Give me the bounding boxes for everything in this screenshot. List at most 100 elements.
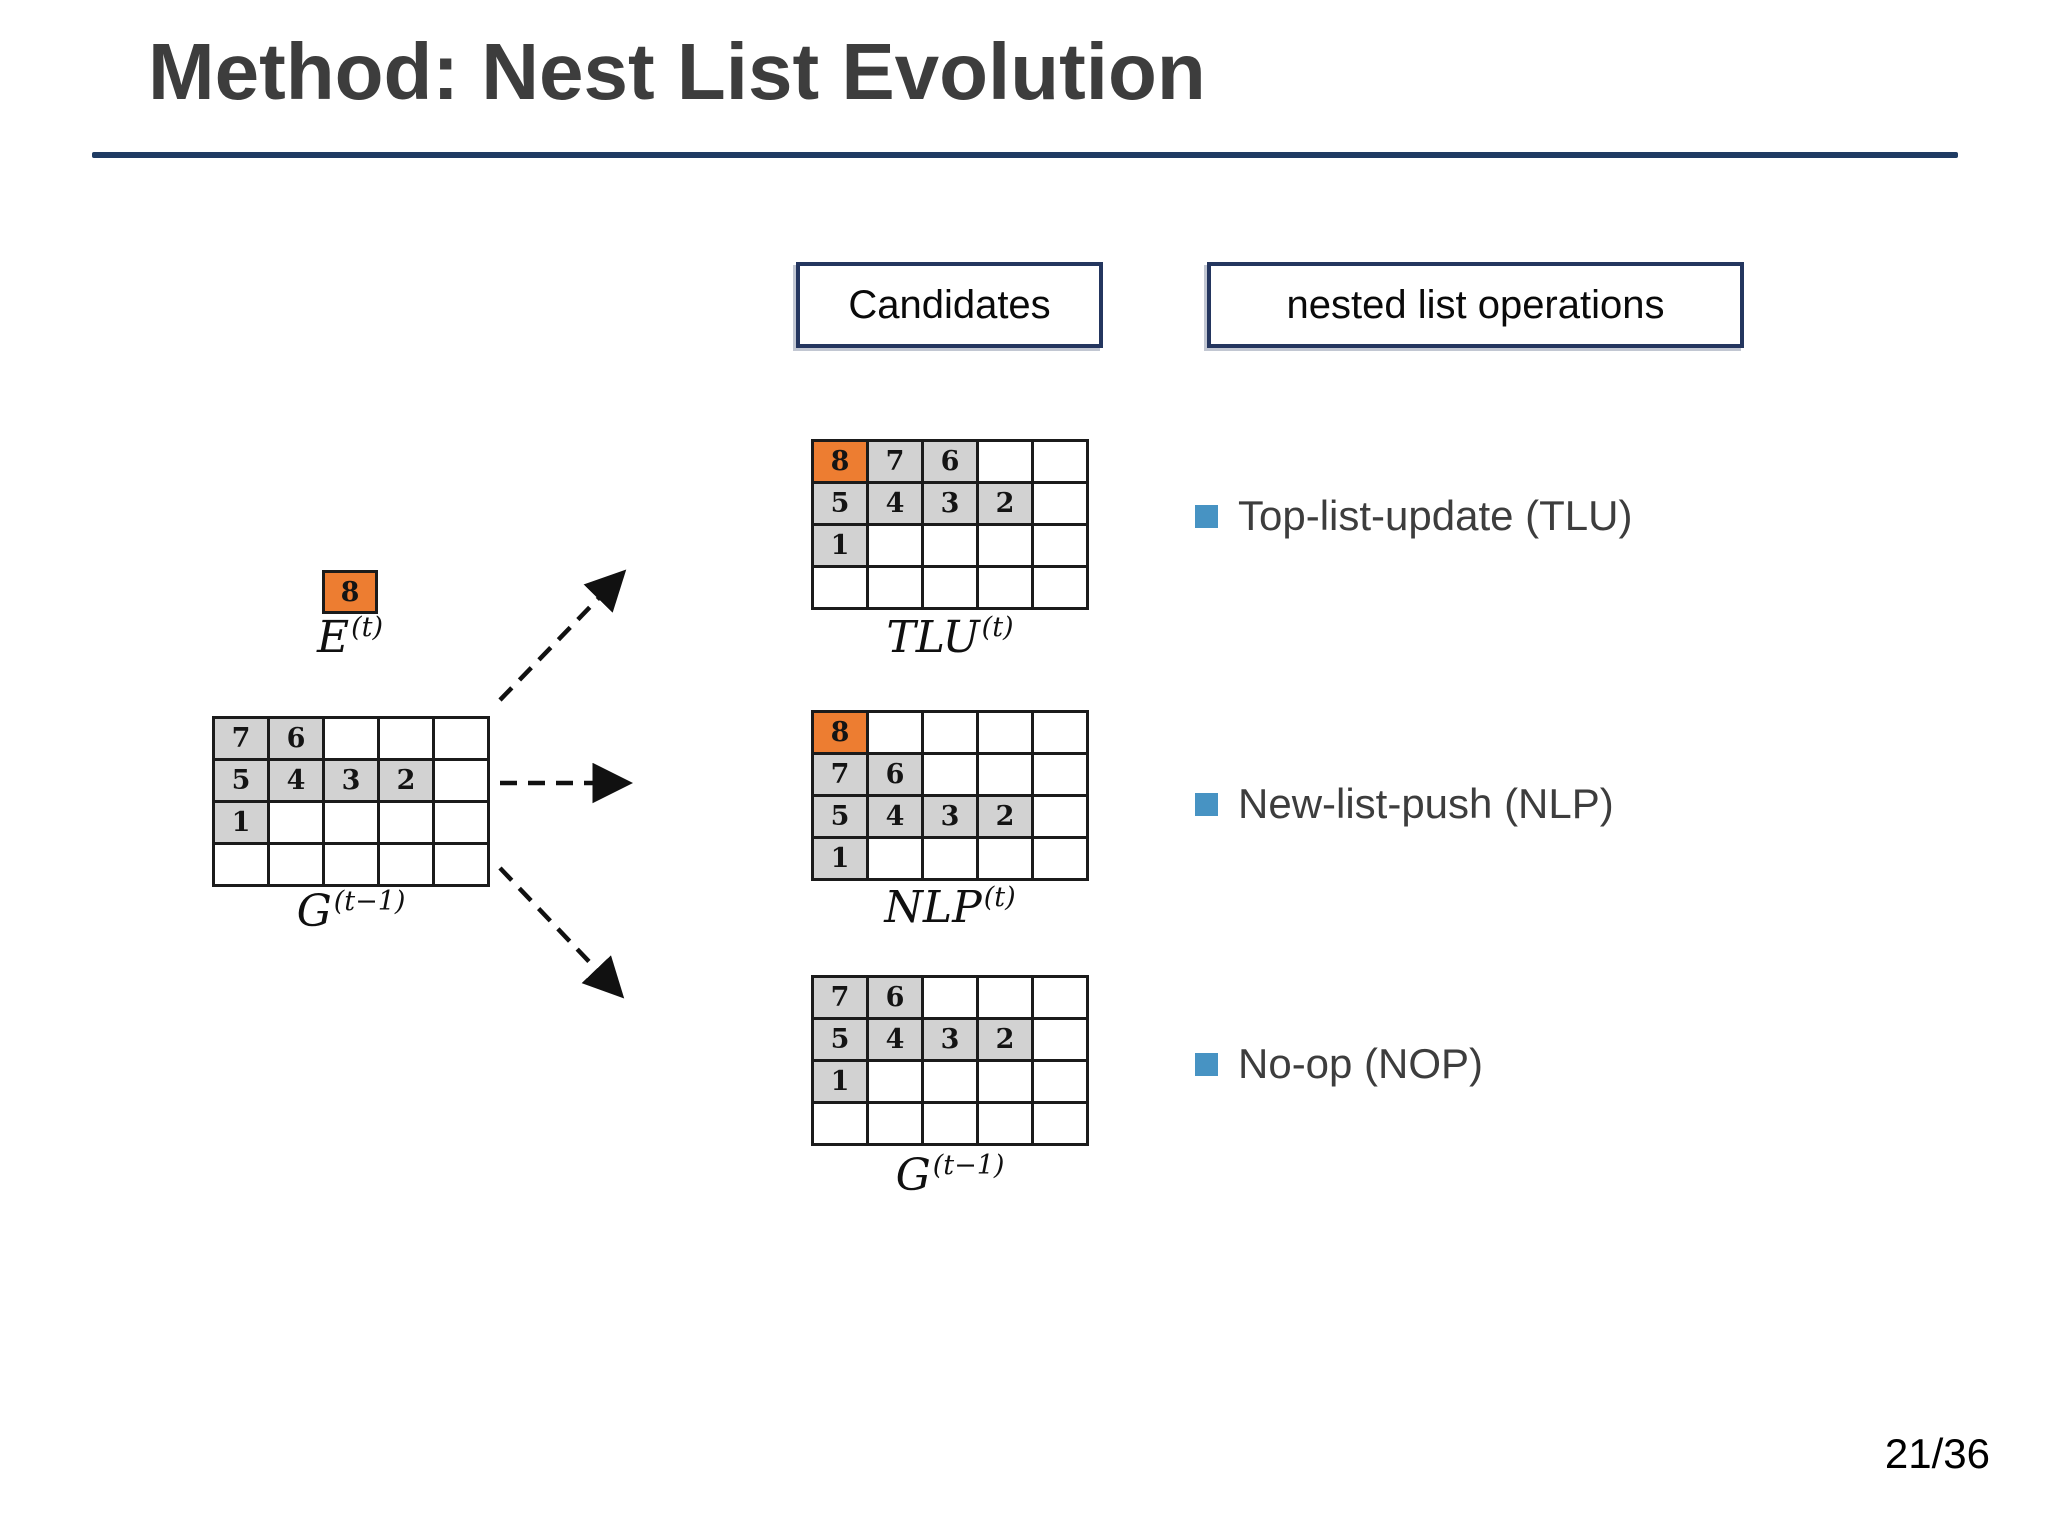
grid-cell bbox=[869, 568, 921, 607]
grid-cell bbox=[1034, 839, 1086, 878]
grid-cell: 3 bbox=[924, 484, 976, 523]
grid-cell bbox=[1034, 713, 1086, 752]
grid-cell: 7 bbox=[814, 978, 866, 1017]
grid-cell bbox=[814, 1104, 866, 1143]
grid-cell bbox=[869, 839, 921, 878]
grid-cell bbox=[1034, 1104, 1086, 1143]
grid-cell: 7 bbox=[869, 442, 921, 481]
grid-cell: 4 bbox=[869, 797, 921, 836]
event-label-sup: (t) bbox=[351, 612, 384, 643]
grid-cell bbox=[924, 568, 976, 607]
grid-cell bbox=[924, 755, 976, 794]
grid-cell bbox=[325, 803, 377, 842]
grid-cell: 1 bbox=[814, 1062, 866, 1101]
nop-label-sup: (t−1) bbox=[932, 1150, 1005, 1181]
tlu-label-base: TLU bbox=[886, 612, 980, 663]
grid-cell bbox=[325, 845, 377, 884]
grid-cell: 3 bbox=[325, 761, 377, 800]
grid-cell bbox=[979, 1104, 1031, 1143]
branch-arrows bbox=[498, 569, 633, 999]
operations-header-label: nested list operations bbox=[1286, 282, 1665, 327]
operations-header-box: nested list operations bbox=[1207, 262, 1744, 348]
grid-cell: 5 bbox=[814, 797, 866, 836]
grid-cell bbox=[380, 719, 432, 758]
grid-cell: 4 bbox=[869, 484, 921, 523]
candidates-header-label: Candidates bbox=[848, 282, 1051, 327]
source-grid-label: G(t−1) bbox=[212, 886, 490, 937]
grid-cell: 7 bbox=[814, 755, 866, 794]
bullet-no-op-label: No-op (NOP) bbox=[1238, 1040, 1484, 1087]
grid-cell bbox=[1034, 797, 1086, 836]
grid-cell bbox=[979, 839, 1031, 878]
grid-cell bbox=[1034, 442, 1086, 481]
grid-cell: 7 bbox=[215, 719, 267, 758]
source-grid-label-base: G bbox=[296, 886, 332, 937]
nlp-label-sup: (t) bbox=[983, 882, 1016, 913]
title-underline bbox=[92, 152, 1958, 158]
grid-cell: 6 bbox=[924, 442, 976, 481]
grid-cell bbox=[380, 803, 432, 842]
arrow-to-nop-icon bbox=[498, 866, 625, 999]
grid-cell bbox=[270, 803, 322, 842]
grid-cell bbox=[1034, 1020, 1086, 1059]
grid-cell bbox=[979, 442, 1031, 481]
grid-cell bbox=[1034, 484, 1086, 523]
grid-cell bbox=[435, 761, 487, 800]
nlp-label-base: NLP bbox=[884, 882, 982, 933]
grid-cell bbox=[924, 978, 976, 1017]
page-title: Method: Nest List Evolution bbox=[148, 27, 1206, 116]
grid-cell bbox=[380, 845, 432, 884]
nlp-grid-label: NLP(t) bbox=[811, 882, 1089, 933]
grid-cell bbox=[924, 839, 976, 878]
grid-cell bbox=[1034, 755, 1086, 794]
bullet-top-list-update: Top-list-update (TLU) bbox=[1195, 490, 1632, 542]
grid-cell: 2 bbox=[979, 797, 1031, 836]
grid-cell: 6 bbox=[270, 719, 322, 758]
grid-cell: 5 bbox=[215, 761, 267, 800]
grid-cell: 1 bbox=[215, 803, 267, 842]
grid-cell: 5 bbox=[814, 484, 866, 523]
grid-cell bbox=[979, 1062, 1031, 1101]
grid-cell: 6 bbox=[869, 978, 921, 1017]
grid-cell bbox=[979, 755, 1031, 794]
grid-cell bbox=[814, 568, 866, 607]
grid-cell: 4 bbox=[869, 1020, 921, 1059]
grid-cell bbox=[979, 713, 1031, 752]
grid-cell bbox=[924, 1062, 976, 1101]
grid-cell bbox=[924, 526, 976, 565]
bullet-new-list-push: New-list-push (NLP) bbox=[1195, 778, 1614, 830]
bullet-square-icon bbox=[1195, 504, 1218, 528]
grid-cell bbox=[435, 803, 487, 842]
event-cell: 8 bbox=[322, 570, 378, 614]
grid-cell: 8 bbox=[814, 713, 866, 752]
grid-cell bbox=[325, 719, 377, 758]
bullet-square-icon bbox=[1195, 1052, 1218, 1076]
grid-cell: 4 bbox=[270, 761, 322, 800]
grid-cell bbox=[979, 978, 1031, 1017]
grid-cell bbox=[924, 713, 976, 752]
grid-cell: 2 bbox=[979, 1020, 1031, 1059]
nop-grid-label: G(t−1) bbox=[811, 1150, 1089, 1201]
bullet-square-icon bbox=[1195, 792, 1218, 816]
grid-cell bbox=[924, 1104, 976, 1143]
bullet-top-list-update-label: Top-list-update (TLU) bbox=[1238, 492, 1633, 539]
candidates-header-box: Candidates bbox=[796, 262, 1103, 348]
tlu-label-sup: (t) bbox=[981, 612, 1014, 643]
grid-cell: 1 bbox=[814, 526, 866, 565]
grid-cell bbox=[435, 845, 487, 884]
page-number: 21/36 bbox=[1884, 1430, 1990, 1477]
tlu-grid-label: TLU(t) bbox=[811, 612, 1089, 663]
bullet-no-op: No-op (NOP) bbox=[1195, 1038, 1483, 1090]
grid-cell bbox=[869, 713, 921, 752]
grid-cell: 3 bbox=[924, 797, 976, 836]
grid-cell bbox=[435, 719, 487, 758]
grid-cell: 2 bbox=[380, 761, 432, 800]
grid-cell bbox=[1034, 526, 1086, 565]
bullet-new-list-push-label: New-list-push (NLP) bbox=[1238, 780, 1614, 827]
grid-cell bbox=[979, 568, 1031, 607]
grid-cell bbox=[979, 526, 1031, 565]
